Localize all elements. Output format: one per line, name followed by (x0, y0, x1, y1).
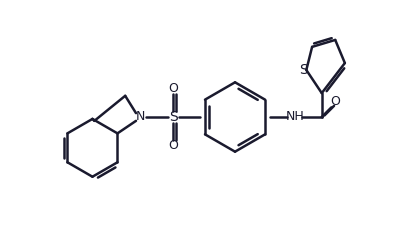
Text: N: N (136, 110, 145, 124)
Text: S: S (169, 110, 178, 124)
Text: O: O (169, 82, 178, 95)
Text: O: O (169, 139, 178, 152)
Text: NH: NH (285, 110, 304, 124)
Text: O: O (330, 95, 340, 108)
Text: S: S (299, 63, 308, 77)
